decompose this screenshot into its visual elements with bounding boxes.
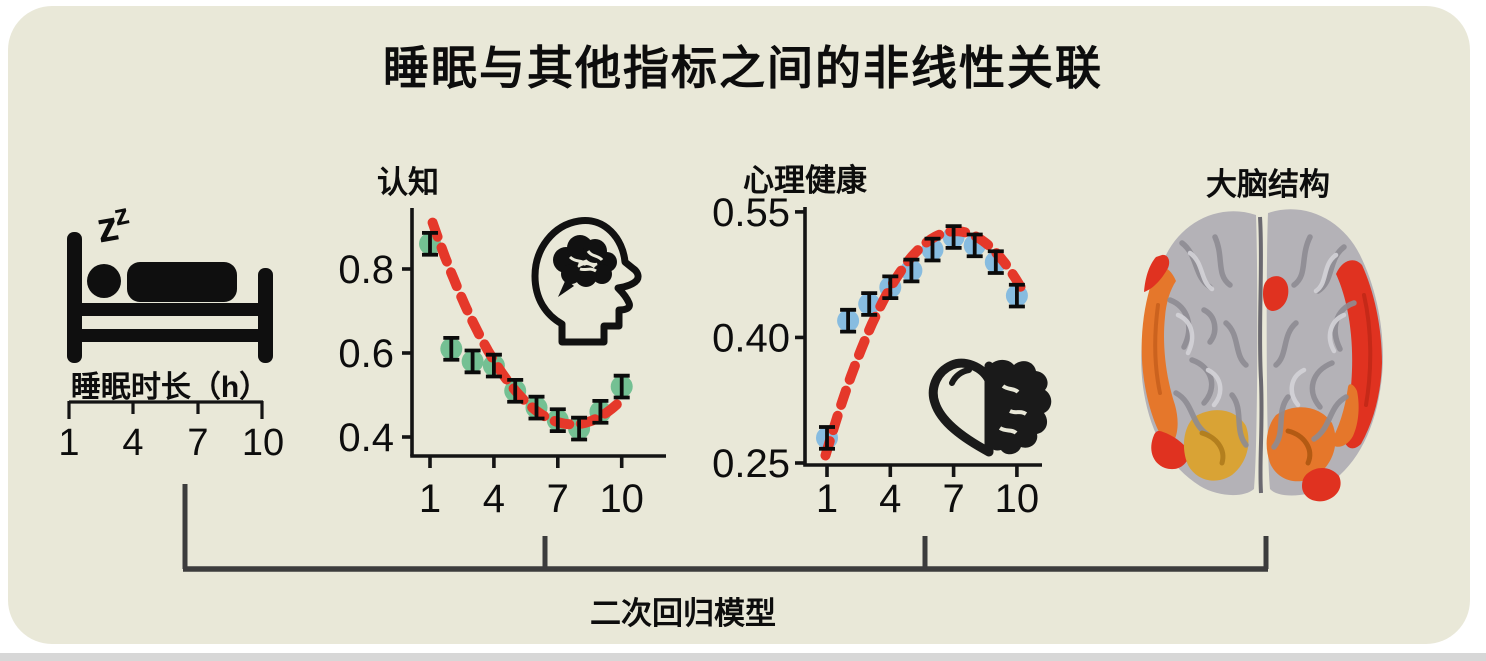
cognition-x-tick-label: 4 bbox=[483, 477, 505, 521]
mental-x-tick-label: 10 bbox=[995, 477, 1040, 521]
heart-brain-icon bbox=[928, 358, 1052, 457]
head-brain-icon bbox=[531, 217, 642, 346]
mental-x-tick-label: 1 bbox=[816, 477, 838, 521]
brain-structure-title: 大脑结构 bbox=[1206, 167, 1330, 202]
mental-x-tick-label: 7 bbox=[942, 477, 964, 521]
sleep-tick-4: 4 bbox=[122, 422, 144, 464]
quadratic-model-label: 二次回归模型 bbox=[590, 596, 776, 631]
cognition-y-tick-label: 0.8 bbox=[338, 248, 394, 292]
bed-icon bbox=[67, 232, 273, 363]
mental-y-tick-label: 0.25 bbox=[712, 442, 790, 486]
cognition-fit-curve bbox=[427, 217, 625, 430]
sleep-tick-7: 7 bbox=[187, 422, 209, 464]
mental-x-tick-label: 4 bbox=[879, 477, 901, 521]
cognition-x-tick-label: 1 bbox=[419, 477, 441, 521]
cognition-x-tick-label: 10 bbox=[599, 477, 644, 521]
brain-structure-image bbox=[1141, 209, 1383, 502]
mental-y-tick-label: 0.40 bbox=[712, 316, 790, 360]
mental-health-scatter-plot: 0.55 0.40 0.25 1 4 7 10 bbox=[712, 191, 1052, 521]
zzz-sleep-icon: zz bbox=[93, 198, 133, 251]
cognition-y-tick-label: 0.4 bbox=[338, 416, 394, 460]
sleep-duration-label: 睡眠时长（h） bbox=[70, 371, 270, 404]
cognition-x-tick-label: 7 bbox=[547, 477, 569, 521]
figure-title: 睡眠与其他指标之间的非线性关联 bbox=[383, 42, 1103, 94]
mental-health-title: 心理健康 bbox=[743, 163, 867, 198]
quadratic-model-bracket bbox=[182, 484, 1269, 572]
cognition-scatter-plot: 0.8 0.6 0.4 1 4 7 10 bbox=[338, 208, 666, 521]
mental-y-tick-label: 0.55 bbox=[712, 191, 790, 235]
screenshot-bottom-edge bbox=[0, 653, 1486, 661]
sleep-tick-1: 1 bbox=[58, 422, 80, 464]
sleep-tick-10: 10 bbox=[241, 422, 285, 464]
mental-fit-curve bbox=[820, 226, 1027, 461]
cognition-title: 认知 bbox=[377, 165, 439, 200]
cognition-y-tick-label: 0.6 bbox=[338, 332, 394, 376]
sleep-hours-ruler bbox=[67, 400, 264, 419]
